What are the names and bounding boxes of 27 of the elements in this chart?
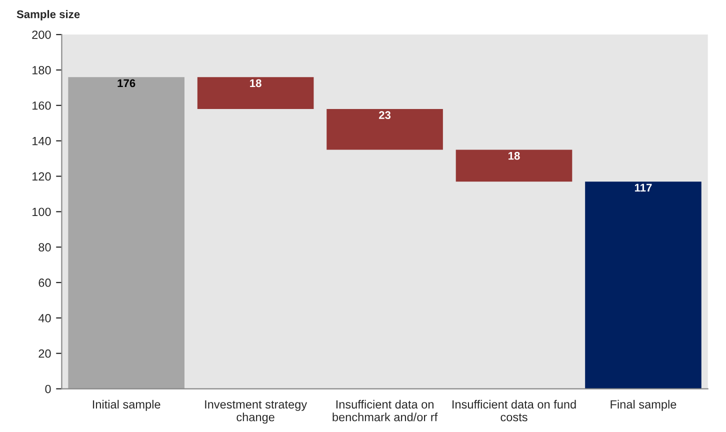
x-tick-label: Insufficient data on benchmark and/or rf [332,400,438,422]
data-label: 18 [508,152,520,160]
y-tick-label: 200 [32,30,51,39]
y-tick-label: 0 [45,384,51,394]
bar [585,182,702,389]
x-tick-label: Final sample [610,400,676,411]
bar [456,150,572,182]
y-tick-label: 20 [38,349,51,358]
x-tick-label: Insufficient data on fund costs [452,400,576,422]
y-tick-label: 160 [32,101,51,110]
y-tick-label: 100 [32,208,51,216]
data-label: 18 [250,79,262,88]
x-tick-label: Initial sample [92,400,160,411]
bar [68,77,184,389]
data-label: 176 [118,79,136,88]
y-tick-label: 40 [38,314,51,322]
bar [197,77,314,109]
y-axis-title: Sample size [16,10,80,20]
bar [326,108,443,150]
y-tick-label: 140 [32,136,51,146]
y-tick-label: 60 [38,278,51,287]
y-tick-label: 180 [32,66,51,74]
x-tick-label: Investment strategy change [205,400,308,424]
y-tick-label: 120 [32,172,51,181]
y-tick-label: 80 [38,243,51,252]
data-label: 23 [378,111,391,120]
data-label: 117 [634,184,652,192]
